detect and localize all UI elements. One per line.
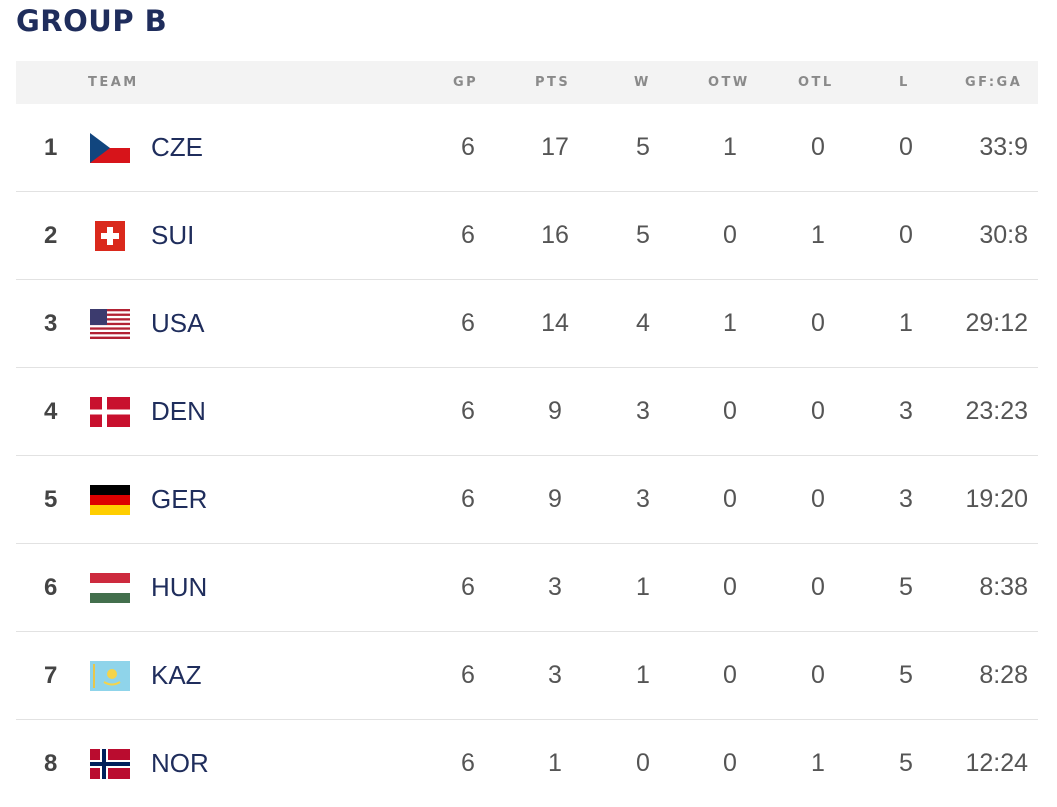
gfga-value: 33:9 — [979, 133, 1028, 161]
gp-value: 6 — [461, 133, 475, 161]
sui-flag-icon — [90, 221, 130, 251]
w-value: 5 — [636, 133, 650, 161]
table-row[interactable]: 2 SUI 6 16 5 0 1 0 30:8 — [16, 192, 1038, 280]
w-value: 1 — [636, 661, 650, 689]
col-header-gfga[interactable]: GF:GA — [965, 75, 1023, 90]
l-value: 3 — [899, 485, 913, 513]
otl-value: 0 — [811, 133, 825, 161]
otw-value: 0 — [723, 573, 737, 601]
l-value: 5 — [899, 749, 913, 777]
ger-flag-icon — [90, 485, 130, 515]
gfga-value: 29:12 — [965, 309, 1028, 337]
rank: 3 — [44, 310, 58, 337]
otw-value: 0 — [723, 749, 737, 777]
rank: 7 — [44, 662, 58, 689]
gp-value: 6 — [461, 749, 475, 777]
gfga-value: 30:8 — [979, 221, 1028, 249]
gp-value: 6 — [461, 573, 475, 601]
rank: 1 — [44, 134, 58, 161]
col-header-otl[interactable]: OTL — [798, 75, 834, 90]
team-name[interactable]: NOR — [151, 748, 209, 778]
w-value: 3 — [636, 485, 650, 513]
standings-table: TEAM GP PTS W OTW OTL L GF:GA 1 CZE 6 17 5 1… — [16, 61, 1038, 807]
pts-value: 3 — [548, 661, 562, 689]
otw-value: 0 — [723, 661, 737, 689]
pts-value: 1 — [548, 749, 562, 777]
table-row[interactable]: 8 NOR 6 1 0 0 1 5 12:24 — [16, 720, 1038, 807]
team-name[interactable]: USA — [151, 308, 205, 338]
otl-value: 0 — [811, 397, 825, 425]
l-value: 1 — [899, 309, 913, 337]
col-header-gp[interactable]: GP — [453, 75, 479, 90]
gp-value: 6 — [461, 309, 475, 337]
otl-value: 0 — [811, 661, 825, 689]
gfga-value: 12:24 — [965, 749, 1028, 777]
kaz-flag-icon — [90, 661, 130, 691]
w-value: 3 — [636, 397, 650, 425]
otl-value: 1 — [811, 749, 825, 777]
table-row[interactable]: 7 KAZ 6 3 1 0 0 5 8:28 — [16, 632, 1038, 720]
gfga-value: 8:38 — [979, 573, 1028, 601]
rank: 5 — [44, 486, 58, 513]
pts-value: 9 — [548, 397, 562, 425]
otw-value: 1 — [723, 309, 737, 337]
col-header-pts[interactable]: PTS — [535, 75, 571, 90]
table-row[interactable]: 1 CZE 6 17 5 1 0 0 33:9 — [16, 104, 1038, 192]
pts-value: 16 — [541, 221, 569, 249]
w-value: 5 — [636, 221, 650, 249]
cze-flag-icon — [90, 133, 130, 163]
table-row[interactable]: 4 DEN 6 9 3 0 0 3 23:23 — [16, 368, 1038, 456]
table-row[interactable]: 6 HUN 6 3 1 0 0 5 8:38 — [16, 544, 1038, 632]
table-header: TEAM GP PTS W OTW OTL L GF:GA — [16, 61, 1038, 104]
rank: 8 — [44, 750, 58, 777]
otw-value: 0 — [723, 485, 737, 513]
pts-value: 9 — [548, 485, 562, 513]
otw-value: 0 — [723, 221, 737, 249]
team-name[interactable]: HUN — [151, 572, 208, 602]
team-name[interactable]: DEN — [151, 396, 206, 426]
team-name[interactable]: KAZ — [151, 660, 202, 690]
team-name[interactable]: CZE — [151, 132, 203, 162]
col-header-w[interactable]: W — [634, 75, 651, 90]
gfga-value: 23:23 — [965, 397, 1028, 425]
col-header-otw[interactable]: OTW — [708, 75, 750, 90]
gfga-value: 19:20 — [965, 485, 1028, 513]
w-value: 0 — [636, 749, 650, 777]
col-header-team[interactable]: TEAM — [88, 75, 139, 90]
otl-value: 0 — [811, 309, 825, 337]
hun-flag-icon — [90, 573, 130, 603]
table-row[interactable]: 5 GER 6 9 3 0 0 3 19:20 — [16, 456, 1038, 544]
team-name[interactable]: SUI — [151, 220, 195, 250]
gp-value: 6 — [461, 485, 475, 513]
gp-value: 6 — [461, 221, 475, 249]
rank: 2 — [44, 222, 58, 249]
l-value: 5 — [899, 661, 913, 689]
pts-value: 14 — [541, 309, 569, 337]
otw-value: 0 — [723, 397, 737, 425]
col-header-l[interactable]: L — [899, 75, 910, 90]
gp-value: 6 — [461, 661, 475, 689]
otl-value: 1 — [811, 221, 825, 249]
l-value: 0 — [899, 133, 913, 161]
table-row[interactable]: 3 USA 6 14 4 1 0 1 29:12 — [16, 280, 1038, 368]
pts-value: 17 — [541, 133, 569, 161]
otw-value: 1 — [723, 133, 737, 161]
den-flag-icon — [90, 397, 130, 427]
otl-value: 0 — [811, 573, 825, 601]
w-value: 1 — [636, 573, 650, 601]
otl-value: 0 — [811, 485, 825, 513]
group-title: GROUP B — [16, 4, 168, 38]
team-name[interactable]: GER — [151, 484, 208, 514]
l-value: 0 — [899, 221, 913, 249]
l-value: 3 — [899, 397, 913, 425]
l-value: 5 — [899, 573, 913, 601]
rank: 4 — [44, 398, 58, 425]
rank: 6 — [44, 574, 58, 601]
w-value: 4 — [636, 309, 650, 337]
usa-flag-icon — [90, 309, 130, 339]
gp-value: 6 — [461, 397, 475, 425]
nor-flag-icon — [90, 749, 130, 779]
pts-value: 3 — [548, 573, 562, 601]
gfga-value: 8:28 — [979, 661, 1028, 689]
